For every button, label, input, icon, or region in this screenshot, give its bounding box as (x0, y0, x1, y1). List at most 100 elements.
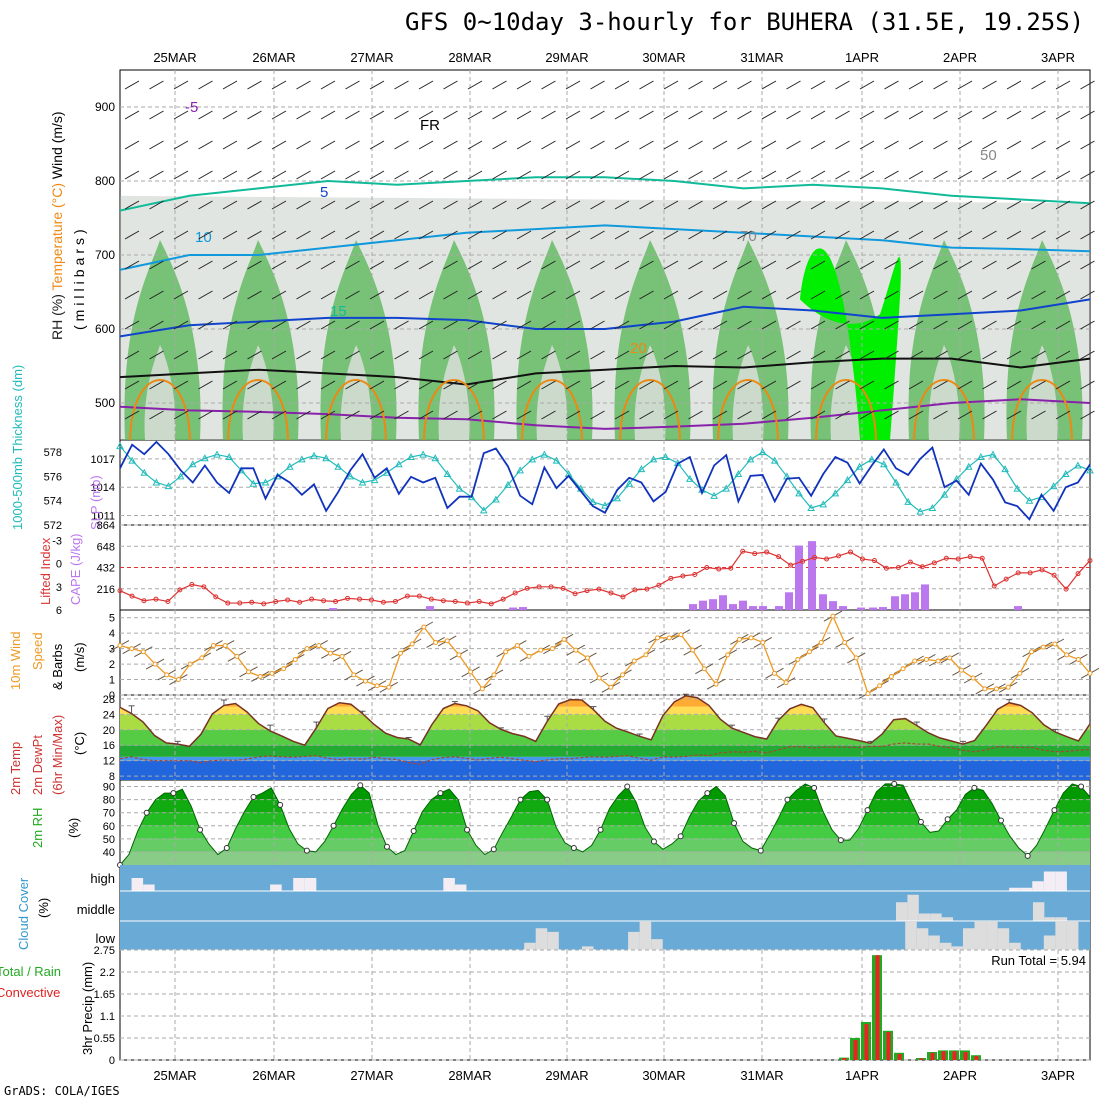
thickness-marker (1001, 465, 1009, 473)
lifted-index-marker (800, 558, 806, 564)
wind-barb (124, 170, 140, 180)
wind-barb (761, 170, 777, 180)
wind-barb (467, 410, 483, 420)
wind-barb (173, 350, 189, 360)
wind-barb (982, 140, 997, 150)
wind-barb (688, 290, 703, 300)
wind-barb (933, 290, 948, 300)
y-tick-label: 0 (109, 1055, 115, 1067)
cape-bar (795, 545, 803, 610)
wind-speed-marker (362, 678, 368, 684)
wind-barb (271, 170, 287, 180)
wind-barb (467, 170, 483, 180)
wind-barb (345, 200, 360, 210)
y-tick-label: 1011 (91, 511, 115, 523)
wind-barb (1006, 290, 1022, 300)
cloud-bar (939, 942, 952, 950)
wind-barb (173, 320, 189, 330)
lifted-index-marker (728, 565, 734, 571)
lifted-index-marker (345, 595, 351, 601)
wind-barb (124, 380, 140, 390)
cloud-bar (293, 878, 305, 891)
thickness-marker (710, 491, 718, 499)
wind-speed-marker (1087, 670, 1093, 676)
wind-barb (786, 290, 801, 300)
wind-barb (492, 170, 507, 180)
y-tick-label: 800 (95, 174, 115, 188)
wind-barb (639, 110, 654, 120)
thickness-marker (758, 448, 767, 456)
wind-barb (810, 260, 826, 270)
rh-core (928, 345, 960, 440)
wind-speed-marker (783, 680, 789, 686)
lifted-index-marker (237, 600, 243, 606)
wind-barb (565, 260, 581, 270)
lifted-index-marker (1015, 570, 1021, 576)
thickness-marker (613, 494, 621, 502)
lifted-index-marker (596, 586, 602, 592)
precip-conv-bar (853, 1040, 858, 1060)
wind-barb (590, 410, 605, 420)
y-tick-label: 900 (95, 100, 115, 114)
wind-barb (590, 80, 605, 90)
wind-barb (737, 140, 752, 150)
wind-barb (222, 290, 238, 300)
wind-barb (639, 80, 654, 90)
wind-barb (933, 380, 948, 390)
x-tick-label: 26MAR (252, 50, 295, 65)
wind-barb (124, 200, 140, 210)
temp-band (120, 760, 1090, 780)
wind-barb (1006, 230, 1022, 240)
wind-barb (320, 320, 336, 330)
wind-barb (786, 110, 801, 120)
y-axis-label: (%) (66, 818, 81, 838)
wind-barb (737, 200, 752, 210)
wind-barb (369, 170, 385, 180)
wind-barb (859, 200, 875, 210)
cape-bar (709, 599, 717, 610)
wind-barb (222, 140, 238, 150)
wind-barb (296, 170, 311, 180)
wind-barb (761, 410, 777, 420)
wind-barb (982, 80, 997, 90)
wind-barb (786, 230, 801, 240)
thickness-marker (1074, 461, 1082, 469)
wind-barb (271, 320, 287, 330)
lifted-index-line (119, 550, 1091, 605)
cloud-bar (524, 942, 536, 950)
y-axis-label-part: RH (%) (49, 294, 65, 340)
wind-barb (247, 200, 262, 210)
wind-barb (639, 260, 654, 270)
rh-marker (250, 794, 257, 800)
wind-barb (443, 230, 458, 240)
wind-barb (345, 260, 360, 270)
cloud-bar (651, 939, 663, 950)
lifted-index-marker (991, 583, 997, 589)
thickness-marker (443, 469, 452, 477)
cloud-bar (916, 928, 929, 950)
rh-line (119, 783, 1091, 866)
cloud-bar (270, 884, 282, 891)
wind-speed-marker (257, 673, 263, 679)
wind-barb (394, 320, 409, 330)
wind-speed-marker (397, 650, 403, 656)
wind-barb (884, 230, 899, 240)
precip-conv-bar (919, 1058, 924, 1060)
wind-barb (222, 260, 238, 270)
wind-speed-marker (900, 666, 906, 672)
cloud-bar (1066, 921, 1079, 950)
wind-barb (418, 320, 434, 330)
cape-bar (719, 595, 727, 610)
lifted-index-marker (117, 588, 123, 594)
lifted-index-marker (656, 582, 662, 588)
y-tick-label: low (95, 931, 115, 946)
wind-speed-marker (549, 646, 555, 652)
wind-barb (345, 320, 360, 330)
precip-conv-bar (886, 1032, 891, 1060)
wind-barb (835, 290, 850, 300)
wind-barb (173, 290, 189, 300)
rh-marker (223, 845, 230, 851)
rh-core (242, 345, 274, 440)
cloud-bar (535, 928, 548, 950)
y-axis-label: Cloud Cover (16, 877, 31, 950)
